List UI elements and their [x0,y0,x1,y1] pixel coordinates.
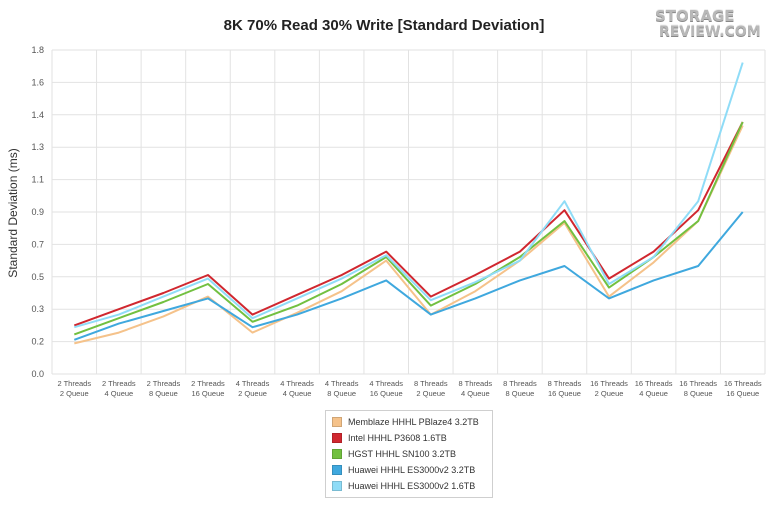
storagereview-logo: STORAGE REVIEW.COM [655,7,761,42]
x-tick-label: 16 Threads 8 Queue [679,379,717,398]
x-tick-label: 2 Threads 4 Queue [102,379,136,398]
legend-label: Memblaze HHHL PBlaze4 3.2TB [348,417,479,427]
grid-lines [51,49,766,375]
legend-label: Intel HHHL P3608 1.6TB [348,433,447,443]
x-tick-label: 2 Threads 2 Queue [57,379,91,398]
legend-swatch [332,465,342,475]
x-tick-label: 16 Threads 16 Queue [724,379,762,398]
series-line-4 [73,211,744,341]
y-tick-label: 0.9 [31,207,44,217]
legend-label: Huawei HHHL ES3000v2 3.2TB [348,465,476,475]
x-tick-label: 8 Threads 8 Queue [503,379,537,398]
series-lines [73,62,744,345]
y-tick-label: 1.8 [31,45,44,55]
x-tick-label: 4 Threads 8 Queue [325,379,359,398]
x-tick-label: 8 Threads 16 Queue [548,379,582,398]
y-axis: 0.0 0.2 0.3 0.5 0.7 0.9 1.1 1.3 1.4 1.6 1.8 [31,45,44,379]
legend-item: Intel HHHL P3608 1.6TB [332,430,486,446]
legend-item: Huawei HHHL ES3000v2 1.6TB [332,478,486,494]
line-chart: 0.0 0.2 0.3 0.5 0.7 0.9 1.1 1.3 1.4 1.6 1.8 2 Thre… [6,45,766,398]
legend-swatch [332,481,342,491]
legend: Memblaze HHHL PBlaze4 3.2TB Intel HHHL P3… [325,410,493,498]
x-tick-label: 2 Threads 16 Queue [191,379,225,398]
series-line-1 [74,125,744,345]
y-tick-label: 0.3 [31,304,44,314]
chart-title: 8K 70% Read 30% Write [Standard Deviatio… [223,17,545,34]
y-tick-label: 1.6 [31,77,44,87]
y-tick-label: 0.7 [31,239,44,249]
x-tick-label: 4 Threads 2 Queue [236,379,270,398]
y-tick-label: 1.3 [31,142,44,152]
legend-swatch [332,417,342,427]
legend-item: HGST HHHL SN100 3.2TB [332,446,486,462]
y-tick-label: 1.4 [31,110,44,120]
legend-item: Memblaze HHHL PBlaze4 3.2TB [332,414,486,430]
x-tick-label: 2 Threads 8 Queue [147,379,181,398]
legend-label: Huawei HHHL ES3000v2 1.6TB [348,481,476,491]
y-axis-label: Standard Deviation (ms) [6,148,20,277]
y-tick-label: 1.1 [31,175,44,185]
x-tick-label: 4 Threads 16 Queue [369,379,403,398]
y-tick-label: 0.2 [31,337,44,347]
logo-line-1: STORAGE [655,7,735,25]
logo-line-2: REVIEW.COM [659,24,761,40]
legend-swatch [332,449,342,459]
series-line-5 [74,62,744,329]
y-tick-label: 0.5 [31,272,44,282]
legend-label: HGST HHHL SN100 3.2TB [348,449,457,459]
y-tick-label: 0.0 [31,369,44,379]
legend-item: Huawei HHHL ES3000v2 3.2TB [332,462,486,478]
x-tick-label: 16 Threads 2 Queue [590,379,628,398]
x-tick-label: 8 Threads 4 Queue [459,379,493,398]
legend-swatch [332,433,342,443]
x-axis: 2 Threads 2 Queue 2 Threads 4 Queue 2 Thread… [57,379,761,398]
x-tick-label: 16 Threads 4 Queue [635,379,673,398]
x-tick-label: 8 Threads 2 Queue [414,379,448,398]
series-line-2 [73,121,744,327]
x-tick-label: 4 Threads 4 Queue [280,379,314,398]
series-line-3 [73,121,744,336]
